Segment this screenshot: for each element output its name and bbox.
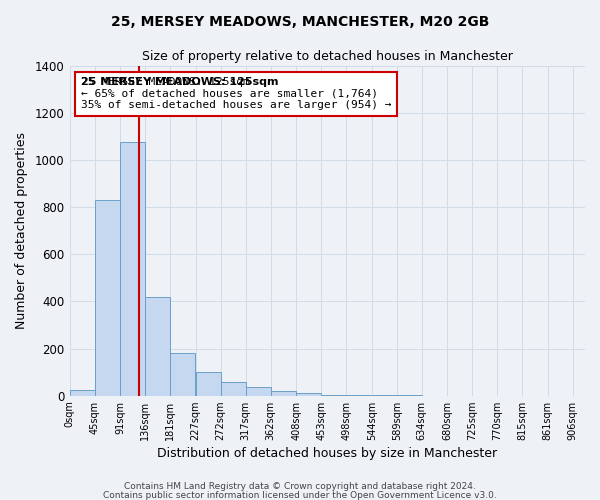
Bar — [196, 372, 221, 396]
Bar — [321, 394, 346, 396]
X-axis label: Distribution of detached houses by size in Manchester: Distribution of detached houses by size … — [157, 447, 497, 460]
Title: Size of property relative to detached houses in Manchester: Size of property relative to detached ho… — [142, 50, 513, 63]
Bar — [145, 296, 170, 396]
Text: 25 MERSEY MEADOWS: 125sqm: 25 MERSEY MEADOWS: 125sqm — [81, 77, 278, 87]
Y-axis label: Number of detached properties: Number of detached properties — [15, 132, 28, 329]
Bar — [170, 353, 195, 396]
Bar — [346, 395, 371, 396]
Bar — [70, 390, 95, 396]
Bar — [120, 142, 145, 396]
Text: 25, MERSEY MEADOWS, MANCHESTER, M20 2GB: 25, MERSEY MEADOWS, MANCHESTER, M20 2GB — [111, 15, 489, 29]
Bar — [245, 388, 271, 396]
Text: 25 MERSEY MEADOWS: 125sqm
← 65% of detached houses are smaller (1,764)
35% of se: 25 MERSEY MEADOWS: 125sqm ← 65% of detac… — [81, 77, 391, 110]
Text: Contains public sector information licensed under the Open Government Licence v3: Contains public sector information licen… — [103, 490, 497, 500]
Bar — [296, 394, 321, 396]
Bar — [221, 382, 245, 396]
Bar — [271, 391, 296, 396]
Text: Contains HM Land Registry data © Crown copyright and database right 2024.: Contains HM Land Registry data © Crown c… — [124, 482, 476, 491]
Bar — [95, 200, 119, 396]
